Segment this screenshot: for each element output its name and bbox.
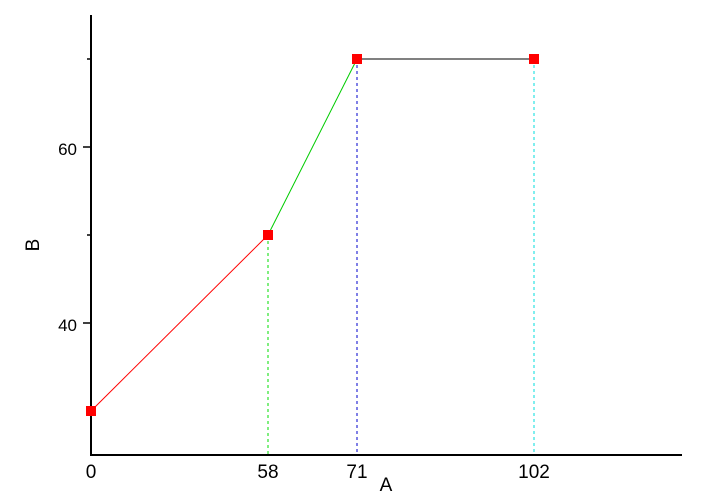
y-ticks [83, 58, 91, 412]
line-segment [90, 234, 269, 412]
x-axis-label: A [380, 475, 393, 496]
data-point-marker [86, 406, 96, 416]
markers [86, 54, 539, 416]
data-point-marker [529, 54, 539, 64]
x-tick-label-58: 58 [257, 462, 278, 483]
y-tick-label-40: 40 [58, 316, 77, 335]
drop-lines [90, 59, 535, 455]
y-tick-label-60: 60 [58, 140, 77, 159]
data-point-marker [263, 230, 273, 240]
data-point-marker [352, 54, 362, 64]
x-tick-label-0: 0 [86, 462, 97, 483]
x-tick-label-71: 71 [346, 462, 367, 483]
line-segment [267, 58, 358, 236]
x-tick-label-102: 102 [518, 462, 550, 483]
series-line [90, 58, 534, 412]
y-axis-label: B [23, 239, 44, 252]
